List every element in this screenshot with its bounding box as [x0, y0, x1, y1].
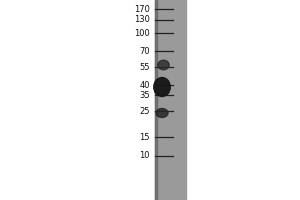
Ellipse shape — [156, 108, 168, 117]
Text: 55: 55 — [140, 62, 150, 72]
Text: 100: 100 — [134, 28, 150, 38]
Text: 130: 130 — [134, 16, 150, 24]
Ellipse shape — [154, 77, 170, 97]
Text: 70: 70 — [140, 46, 150, 55]
Ellipse shape — [158, 60, 169, 70]
Bar — [154, 0, 186, 200]
Text: 40: 40 — [140, 81, 150, 90]
Text: 25: 25 — [140, 107, 150, 116]
Text: 15: 15 — [140, 133, 150, 142]
Text: 10: 10 — [140, 152, 150, 160]
Text: 35: 35 — [140, 90, 150, 99]
Bar — [154, 0, 157, 200]
Text: 170: 170 — [134, 4, 150, 14]
